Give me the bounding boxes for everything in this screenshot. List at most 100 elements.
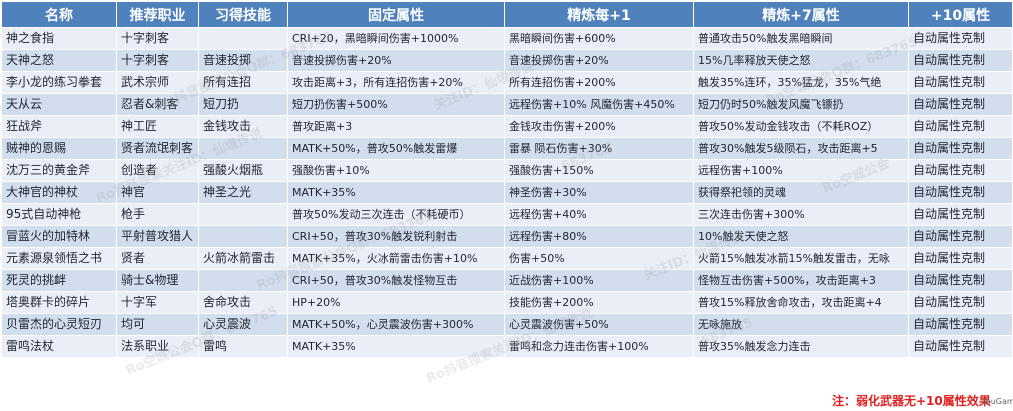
cell-job: 平射普攻猎人 xyxy=(116,225,199,248)
cell-plus10: 自动属性克制 xyxy=(908,291,1013,314)
cell-plus10: 自动属性克制 xyxy=(908,335,1013,358)
cell-name: 天从云 xyxy=(1,93,117,116)
cell-refine-7: 普攻15%释放舍命攻击，攻击距离+4 xyxy=(693,291,909,314)
cell-fixed-attr: CRI+50，普攻30%触发怪物互击 xyxy=(287,269,505,292)
header-skill: 习得技能 xyxy=(198,1,288,28)
cell-fixed-attr: MATK+35% xyxy=(287,181,505,204)
table-row: 神之食指 十字刺客 CRI+20，黑暗瞬间伤害+1000% 黑暗瞬间伤害+600% 普通… xyxy=(1,27,1013,50)
cell-job: 贤者流氓刺客 xyxy=(116,137,199,160)
cell-refine-7: 三次连击伤害+300% xyxy=(693,203,909,226)
cell-name: 塔奥群卡的碎片 xyxy=(1,291,117,314)
table-row: 天神之怒 十字刺客 音速投掷 音速投掷伤害+20% 音速投掷伤害+20% 15%几率释放天… xyxy=(1,49,1013,72)
header-job: 推荐职业 xyxy=(116,1,199,28)
header-fixed-attr: 固定属性 xyxy=(287,1,505,28)
brand-logo-text: YouGame xyxy=(982,397,1013,406)
cell-skill: 心灵震波 xyxy=(198,313,288,336)
cell-name: 神之食指 xyxy=(1,27,117,50)
cell-job: 十字刺客 xyxy=(116,27,199,50)
table-row: 死灵的挑衅 骑士&物理 CRI+50，普攻30%触发怪物互击 近战伤害+100% 怪物互… xyxy=(1,269,1013,292)
table-row: 李小龙的练习拳套 武术宗师 所有连招 攻击距离+3，所有连招伤害+20% 所有连招伤害+… xyxy=(1,71,1013,94)
cell-job: 十字刺客 xyxy=(116,49,199,72)
cell-skill: 所有连招 xyxy=(198,71,288,94)
cell-name: 大神官的神杖 xyxy=(1,181,117,204)
cell-job: 神官 xyxy=(116,181,199,204)
cell-skill xyxy=(198,225,288,248)
cell-refine-7: 怪物互击伤害+500%，攻击距离+3 xyxy=(693,269,909,292)
cell-plus10: 自动属性克制 xyxy=(908,269,1013,292)
cell-refine-7: 普通攻击50%触发黑暗瞬间 xyxy=(693,27,909,50)
cell-fixed-attr: 普攻50%发动三次连击（不耗硬币） xyxy=(287,203,505,226)
footnote: 注：弱化武器无+10属性效果 xyxy=(832,394,991,408)
cell-job: 贤者 xyxy=(116,247,199,270)
table-row: 贝雷杰的心灵短刃 均可 心灵震波 MATK+50%，心灵震波伤害+300% 心灵震波伤害… xyxy=(1,313,1013,336)
cell-fixed-attr: 攻击距离+3，所有连招伤害+20% xyxy=(287,71,505,94)
cell-plus10: 自动属性克制 xyxy=(908,203,1013,226)
cell-job: 忍者&刺客 xyxy=(116,93,199,116)
cell-plus10: 自动属性克制 xyxy=(908,181,1013,204)
cell-skill: 短刀扔 xyxy=(198,93,288,116)
cell-name: 冒蓝火的加特林 xyxy=(1,225,117,248)
table-row: 沈万三的黄金斧 创造者 强酸火烟瓶 强酸伤害+10% 强酸伤害+150% 远程伤害+100… xyxy=(1,159,1013,182)
cell-name: 95式自动神枪 xyxy=(1,203,117,226)
table-row: 天从云 忍者&刺客 短刀扔 短刀扔伤害+500% 远程伤害+10% 风魔伤害+450% 短… xyxy=(1,93,1013,116)
cell-skill: 强酸火烟瓶 xyxy=(198,159,288,182)
header-name: 名称 xyxy=(1,1,117,28)
cell-fixed-attr: MATK+50%，普攻50%触发雷爆 xyxy=(287,137,505,160)
cell-refine-each: 黑暗瞬间伤害+600% xyxy=(504,27,694,50)
cell-plus10: 自动属性克制 xyxy=(908,93,1013,116)
cell-fixed-attr: HP+20% xyxy=(287,291,505,314)
cell-fixed-attr: 普攻距离+3 xyxy=(287,115,505,138)
cell-plus10: 自动属性克制 xyxy=(908,71,1013,94)
cell-refine-7: 无咏施放 xyxy=(693,313,909,336)
cell-refine-each: 雷鸣和念力连击伤害+100% xyxy=(504,335,694,358)
table-row: 雷鸣法杖 法系职业 雷鸣 MATK+35% 雷鸣和念力连击伤害+100% 普攻35%触发念… xyxy=(1,335,1013,358)
cell-refine-each: 心灵震波伤害+50% xyxy=(504,313,694,336)
weapon-table: 名称 推荐职业 习得技能 固定属性 精炼每+1 精炼+7属性 +10属性 神之食… xyxy=(1,1,1013,358)
cell-refine-each: 所有连招伤害+200% xyxy=(504,71,694,94)
cell-plus10: 自动属性克制 xyxy=(908,313,1013,336)
cell-refine-each: 神圣伤害+30% xyxy=(504,181,694,204)
cell-refine-7: 获得祭祀领的灵魂 xyxy=(693,181,909,204)
cell-skill xyxy=(198,137,288,160)
cell-fixed-attr: 短刀扔伤害+500% xyxy=(287,93,505,116)
cell-plus10: 自动属性克制 xyxy=(908,225,1013,248)
cell-plus10: 自动属性克制 xyxy=(908,115,1013,138)
cell-refine-7: 15%几率释放天使之怒 xyxy=(693,49,909,72)
header-plus10: +10属性 xyxy=(908,1,1013,28)
cell-job: 创造者 xyxy=(116,159,199,182)
cell-fixed-attr: CRI+50，普攻30%触发锐利射击 xyxy=(287,225,505,248)
table-row: 贼神的恩赐 贤者流氓刺客 MATK+50%，普攻50%触发雷爆 雷暴 陨石伤害+30%… xyxy=(1,137,1013,160)
cell-plus10: 自动属性克制 xyxy=(908,137,1013,160)
cell-job: 骑士&物理 xyxy=(116,269,199,292)
cell-fixed-attr: MATK+50%，心灵震波伤害+300% xyxy=(287,313,505,336)
cell-job: 武术宗师 xyxy=(116,71,199,94)
cell-fixed-attr: MATK+35% xyxy=(287,335,505,358)
cell-refine-each: 技能伤害+200% xyxy=(504,291,694,314)
cell-fixed-attr: 强酸伤害+10% xyxy=(287,159,505,182)
cell-refine-7: 触发35%连环，35%猛龙，35%气绝 xyxy=(693,71,909,94)
table-body: 神之食指 十字刺客 CRI+20，黑暗瞬间伤害+1000% 黑暗瞬间伤害+600% 普通… xyxy=(1,27,1013,358)
cell-skill: 音速投掷 xyxy=(198,49,288,72)
cell-name: 贝雷杰的心灵短刃 xyxy=(1,313,117,336)
cell-plus10: 自动属性克制 xyxy=(908,159,1013,182)
cell-refine-each: 雷暴 陨石伤害+30% xyxy=(504,137,694,160)
cell-plus10: 自动属性克制 xyxy=(908,49,1013,72)
table-row: 冒蓝火的加特林 平射普攻猎人 CRI+50，普攻30%触发锐利射击 远程伤害+80% 1… xyxy=(1,225,1013,248)
cell-name: 雷鸣法杖 xyxy=(1,335,117,358)
cell-name: 李小龙的练习拳套 xyxy=(1,71,117,94)
table-row: 塔奥群卡的碎片 十字军 舍命攻击 HP+20% 技能伤害+200% 普攻15%释放舍命攻击… xyxy=(1,291,1013,314)
cell-skill xyxy=(198,269,288,292)
cell-refine-each: 伤害+50% xyxy=(504,247,694,270)
table-row: 95式自动神枪 枪手 普攻50%发动三次连击（不耗硬币） 远程伤害+40% 三次连击伤害… xyxy=(1,203,1013,226)
cell-refine-each: 远程伤害+40% xyxy=(504,203,694,226)
cell-refine-each: 近战伤害+100% xyxy=(504,269,694,292)
cell-fixed-attr: CRI+20，黑暗瞬间伤害+1000% xyxy=(287,27,505,50)
cell-fixed-attr: MATK+35%，火冰箭雷击伤害+10% xyxy=(287,247,505,270)
table-row: 大神官的神杖 神官 神圣之光 MATK+35% 神圣伤害+30% 获得祭祀领的灵魂 自动属性… xyxy=(1,181,1013,204)
cell-refine-each: 音速投掷伤害+20% xyxy=(504,49,694,72)
cell-name: 沈万三的黄金斧 xyxy=(1,159,117,182)
cell-skill: 金钱攻击 xyxy=(198,115,288,138)
header-refine-each: 精炼每+1 xyxy=(504,1,694,28)
cell-refine-7: 普攻35%触发念力连击 xyxy=(693,335,909,358)
cell-refine-7: 10%触发天使之怒 xyxy=(693,225,909,248)
